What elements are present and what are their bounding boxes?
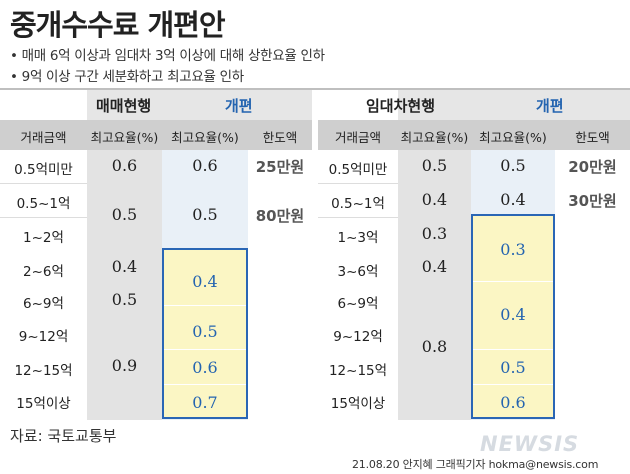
sale-row-label: 2~6억: [23, 264, 64, 280]
sale-current-rate: 0.5: [111, 205, 138, 224]
lease-row-label: 1~3억: [337, 230, 379, 246]
lease-new-rate: 0.5: [500, 358, 526, 377]
header-divider: [0, 88, 630, 90]
sale-new-rate: 0.5: [192, 205, 218, 224]
sale-limit-column: [248, 120, 312, 420]
sale-row-sep: [0, 183, 87, 184]
sale-revised-highlight: [162, 248, 248, 419]
sale-limit: 25만원: [255, 158, 305, 176]
lease-current-rate: 0.8: [421, 337, 448, 356]
lease-row-sep: [318, 183, 398, 184]
sale-new-rate: 0.4: [192, 272, 218, 291]
lease-col-amount: 거래금액: [334, 130, 381, 145]
lease-table: 임대차현행 개편 거래금액 최고요율(%) 최고요율(%) 한도액 0.5억미만…: [318, 90, 630, 420]
sale-header-bar: [87, 90, 312, 120]
sale-current-rate: 0.9: [111, 356, 138, 375]
sale-col-current-rate: 최고요율(%): [90, 130, 159, 145]
lease-current-rate: 0.3: [421, 224, 448, 243]
lease-row-label: 0.5~1억: [331, 196, 385, 212]
sale-current-rate: 0.4: [111, 257, 138, 276]
lease-row-label: 12~15억: [328, 363, 388, 379]
lease-row-sep: [318, 217, 398, 218]
lease-current-rate: 0.5: [421, 156, 448, 175]
sale-row-label: 0.5억미만: [14, 162, 73, 178]
sale-new-rate: 0.6: [192, 358, 218, 377]
sale-limit: 80만원: [255, 207, 305, 225]
lease-header-bar: [398, 90, 630, 120]
lease-new-rate: 0.6: [500, 393, 526, 412]
sale-new-label: 개편: [225, 97, 253, 115]
lease-highlight-sep: [473, 384, 553, 385]
sale-highlight-sep: [164, 305, 246, 306]
lease-col-current-rate: 최고요율(%): [400, 130, 469, 145]
lease-row-label: 0.5억미만: [328, 162, 388, 178]
lease-row-label: 3~6억: [337, 264, 379, 280]
sale-current-label: 매매현행: [96, 97, 152, 115]
sale-row-label: 15억이상: [16, 396, 71, 412]
sale-col-limit: 한도액: [262, 130, 298, 145]
sale-row-label: 9~12억: [18, 329, 69, 345]
sale-new-rate: 0.5: [192, 322, 218, 341]
sale-col-new-rate: 최고요율(%): [171, 130, 239, 145]
lease-new-rate: 0.4: [500, 305, 526, 324]
lease-column-header-row: [318, 120, 630, 150]
sale-col-amount: 거래금액: [20, 130, 67, 145]
sale-column-header-row: [0, 120, 312, 150]
sale-row-label: 12~15억: [14, 363, 73, 379]
lease-current-rate: 0.4: [421, 257, 448, 276]
lease-row-label: 15억이상: [330, 396, 386, 412]
lease-current-label: 임대차현행: [366, 97, 436, 115]
sale-highlight-sep: [164, 349, 246, 350]
sale-new-rate: 0.6: [192, 156, 218, 175]
bullet-2: • 9억 이상 구간 세분화하고 최고요율 인하: [10, 69, 244, 85]
sale-current-column: [87, 120, 162, 420]
sale-row-label: 1~2억: [23, 230, 64, 246]
lease-limit-column: [555, 120, 630, 420]
lease-limit: 30만원: [568, 192, 617, 210]
lease-new-rate: 0.3: [500, 240, 526, 259]
sale-current-rate: 0.5: [111, 290, 138, 309]
sale-label-column: [0, 120, 87, 420]
lease-new-rate: 0.5: [500, 156, 526, 175]
sale-highlight-sep: [164, 384, 246, 385]
lease-limit: 20만원: [568, 158, 617, 176]
sale-table: 매매현행 개편 거래금액 최고요율(%) 최고요율(%) 한도액 0.5억미만 …: [0, 90, 312, 420]
lease-row-label: 9~12억: [333, 329, 383, 345]
newsis-logo: NEWSIS: [480, 432, 580, 456]
lease-current-column: [398, 120, 471, 420]
lease-current-rate: 0.4: [421, 190, 448, 209]
lease-new-rate: 0.4: [500, 190, 526, 209]
lease-highlight-sep: [473, 281, 553, 282]
source-note: 자료: 국토교통부: [10, 427, 117, 445]
lease-col-new-rate: 최고요율(%): [479, 130, 547, 145]
sale-new-rate: 0.7: [192, 393, 218, 412]
sale-current-rate: 0.6: [111, 156, 138, 175]
sale-row-label: 0.5~1억: [16, 196, 71, 212]
lease-new-label: 개편: [536, 97, 564, 115]
lease-highlight-sep: [473, 349, 553, 350]
sale-row-sep: [0, 217, 87, 218]
sale-row-label: 6~9억: [23, 296, 64, 312]
lease-col-limit: 한도액: [575, 130, 610, 145]
page-title: 중개수수료 개편안: [10, 8, 226, 42]
bullet-1: • 매매 6억 이상과 임대차 3억 이상에 대해 상한요율 인하: [10, 48, 325, 64]
lease-row-label: 6~9억: [337, 296, 379, 312]
lease-label-column: [318, 120, 398, 420]
credit-line: 21.08.20 안지혜 그래픽기자 hokma@newsis.com: [352, 458, 599, 471]
